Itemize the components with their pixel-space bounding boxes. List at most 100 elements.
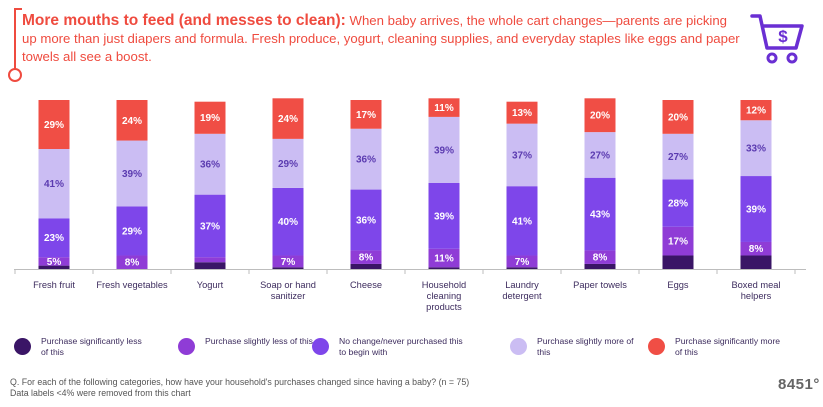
bar-segment-sig_more <box>116 100 148 141</box>
bar-segment-sig_more <box>194 101 226 134</box>
legend-swatch <box>312 338 329 355</box>
legend-swatch <box>178 338 195 355</box>
bar-segment-sig_less <box>662 255 694 269</box>
data-label: 8% <box>593 253 608 264</box>
category-label: Cheese <box>350 280 382 290</box>
bar-segment-no_change <box>38 218 70 258</box>
bar-segment-sig_more <box>506 101 538 124</box>
data-label: 7% <box>515 257 530 268</box>
bar-segment-no_change <box>116 206 148 256</box>
bar-segment-sig_more <box>428 98 460 117</box>
bar-segment-no_change <box>506 186 538 256</box>
data-label: 29% <box>278 159 298 170</box>
bar-segment-slight_less <box>662 226 694 256</box>
bar-segment-no_change <box>662 179 694 227</box>
footnote-question: Q. For each of the following categories,… <box>10 377 470 387</box>
data-label: 20% <box>590 111 610 122</box>
data-label: 28% <box>668 199 688 210</box>
data-label: 29% <box>44 120 64 131</box>
data-label: 37% <box>200 221 220 232</box>
bar-segment-slight_more <box>506 123 538 187</box>
legend-label: Purchase significantly less of this <box>41 336 142 357</box>
bar-segment-no_change <box>350 189 382 251</box>
data-label: 8% <box>125 258 140 269</box>
legend-label: Purchase slightly less of this <box>205 336 313 346</box>
category-label: Household <box>422 280 466 290</box>
stacked-bar-chart: 5% 23% 41% 29% Fresh fruit 8% 29% 39% 24% Fresh v… <box>14 98 806 312</box>
bar-segment-sig_more <box>584 98 616 133</box>
data-label: 8% <box>749 244 764 255</box>
category-label: Eggs <box>667 280 689 290</box>
data-label: 7% <box>281 257 296 268</box>
bar-segment-slight_less <box>740 241 772 256</box>
category-label: sanitizer <box>271 291 306 301</box>
data-label: 39% <box>434 145 454 156</box>
footnote-note: Data labels <4% were removed from this c… <box>10 388 191 398</box>
data-label: 24% <box>278 114 298 125</box>
data-label: 39% <box>746 205 766 216</box>
legend-swatch <box>648 338 665 355</box>
data-label: 19% <box>200 113 220 124</box>
category-label: Fresh vegetables <box>96 280 168 290</box>
title-lead: More mouths to feed (and messes to clean… <box>22 12 346 29</box>
bar-segment-no_change <box>428 182 460 249</box>
bar-segment-slight_less <box>506 255 538 268</box>
bar-segment-slight_less <box>584 250 616 264</box>
data-label: 33% <box>746 144 766 155</box>
bar-segment-slight_less <box>428 248 460 268</box>
data-label: 20% <box>668 112 688 123</box>
data-label: 23% <box>44 233 64 244</box>
data-label: 37% <box>512 150 532 161</box>
bar-segment-slight_less <box>38 257 70 266</box>
data-label: 39% <box>434 211 454 222</box>
category-label: Yogurt <box>197 280 224 290</box>
data-label: 29% <box>122 226 142 237</box>
data-label: 41% <box>44 179 64 190</box>
bar-segment-sig_less <box>506 267 538 269</box>
bar-segment-sig_less <box>350 263 382 269</box>
data-label: 36% <box>200 160 220 171</box>
bar-segment-sig_more <box>38 100 70 150</box>
bar-segment-slight_more <box>740 120 772 177</box>
bar-segment-slight_more <box>38 149 70 219</box>
category-label: Laundry <box>505 280 539 290</box>
chart-title: More mouths to feed (and messes to clean… <box>22 12 742 66</box>
category-label: Soap or hand <box>260 280 316 290</box>
bar-segment-slight_more <box>584 132 616 178</box>
bar-segment-sig_less <box>272 267 304 269</box>
category-label: helpers <box>741 291 772 301</box>
accent-circle <box>8 68 22 82</box>
data-label: 5% <box>47 257 62 268</box>
bar-segment-slight_less <box>272 255 304 268</box>
data-label: 17% <box>668 237 688 248</box>
data-label: 43% <box>590 210 610 221</box>
category-label: detergent <box>502 291 542 301</box>
data-label: 8% <box>359 253 374 264</box>
legend-item-slight_less: Purchase slightly less of this <box>178 336 315 355</box>
category-label: cleaning <box>427 291 462 301</box>
bar-segment-slight_more <box>194 133 226 195</box>
data-label: 36% <box>356 155 376 166</box>
title-rest: When baby arrives, the whole cart change… <box>22 13 740 64</box>
bar-segment-sig_less <box>740 255 772 269</box>
brand-logo: 8451° <box>778 376 820 393</box>
legend-label: Purchase slightly more of this <box>537 336 634 357</box>
bar-segment-slight_more <box>272 138 304 188</box>
category-label: Paper towels <box>573 280 627 290</box>
bar-segment-slight_less <box>116 255 148 269</box>
category-label: Boxed meal <box>731 280 780 290</box>
data-label: 24% <box>122 116 142 127</box>
data-label: 39% <box>122 169 142 180</box>
category-label: Fresh fruit <box>33 280 75 290</box>
data-label: 27% <box>668 152 688 163</box>
data-label: 12% <box>746 106 766 117</box>
bar-segment-slight_more <box>662 133 694 180</box>
legend-item-slight_more: Purchase slightly more of this <box>510 336 647 358</box>
bar-segment-sig_more <box>740 100 772 121</box>
legend-item-no_change: No change/never purchased this to begin … <box>312 336 469 358</box>
bar-segment-no_change <box>272 187 304 256</box>
footnote: Q. For each of the following categories,… <box>10 377 469 399</box>
data-label: 11% <box>434 254 454 265</box>
data-label: 41% <box>512 216 532 227</box>
